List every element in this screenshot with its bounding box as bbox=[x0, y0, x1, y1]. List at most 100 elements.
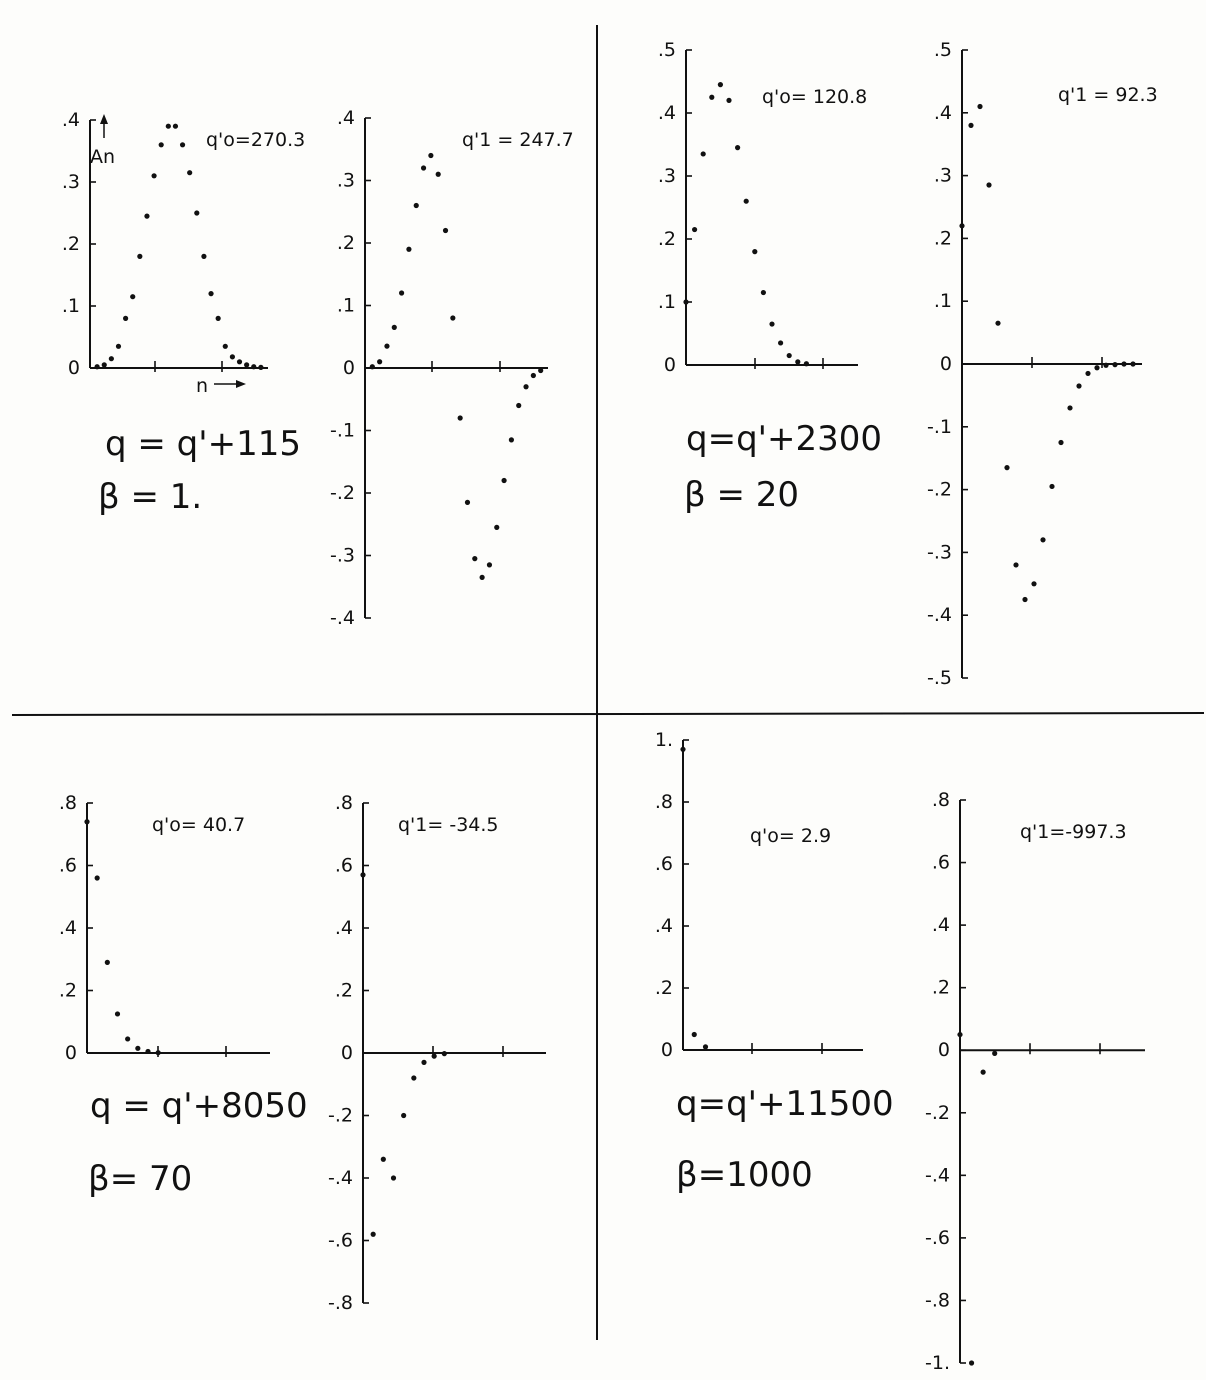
data-point bbox=[957, 1031, 963, 1038]
y-tick-label: 0 bbox=[65, 1042, 77, 1064]
data-point bbox=[992, 1050, 998, 1056]
chart-q1-beta-1000: -1. -.8 -.6 -.4 -.2 0 .2 .4 .6 .8 q'1=-997.3 bbox=[925, 789, 1145, 1374]
y-tick-label: -.2 bbox=[927, 479, 952, 501]
y-tick-label: .3 bbox=[62, 171, 80, 193]
y-tick-label: -.6 bbox=[925, 1227, 950, 1249]
y-tick-label: -.2 bbox=[925, 1102, 950, 1124]
equation-label: q=q'+11500 bbox=[676, 1084, 894, 1124]
data-point bbox=[441, 1051, 447, 1057]
data-point bbox=[108, 356, 114, 362]
y-tick-label: -1. bbox=[925, 1352, 950, 1374]
y-tick-label: 0 bbox=[68, 357, 80, 379]
data-point bbox=[743, 198, 749, 204]
data-point bbox=[165, 123, 171, 129]
y-tick-label: -.5 bbox=[927, 667, 952, 689]
data-point bbox=[1103, 362, 1109, 368]
y-tick-label: .2 bbox=[658, 228, 676, 250]
data-point bbox=[986, 182, 992, 188]
data-point bbox=[1004, 465, 1010, 471]
data-point bbox=[360, 872, 366, 878]
data-point bbox=[501, 477, 507, 484]
y-tick-label: .3 bbox=[658, 165, 676, 187]
data-point bbox=[538, 367, 544, 374]
panel-bottom-left: 0 .2 .4 .6 .8 q'o= 40.7 -.8 -.6 -.4 -.2 0 .2 .4 .6 .8… bbox=[59, 792, 546, 1314]
x-axis-name: n bbox=[196, 375, 208, 397]
data-point bbox=[995, 320, 1001, 326]
data-point bbox=[399, 290, 405, 296]
y-tick-label: -.8 bbox=[328, 1292, 353, 1314]
data-point bbox=[494, 524, 500, 530]
data-point bbox=[201, 253, 207, 259]
data-point bbox=[486, 562, 493, 568]
data-point bbox=[115, 343, 122, 349]
data-point bbox=[369, 364, 375, 370]
data-point bbox=[1085, 370, 1091, 377]
chart-q0-beta-1000: 0 .2 .4 .6 .8 1. q'o= 2.9 bbox=[655, 729, 863, 1061]
data-point bbox=[523, 384, 529, 390]
data-point bbox=[258, 364, 264, 370]
data-point bbox=[959, 223, 965, 229]
y-tick-label: -.2 bbox=[328, 1105, 353, 1127]
data-point bbox=[702, 1044, 709, 1050]
data-point bbox=[137, 253, 143, 259]
y-tick-label: .4 bbox=[62, 109, 80, 131]
data-point bbox=[980, 1069, 986, 1075]
y-tick-label: .2 bbox=[335, 980, 353, 1002]
data-point bbox=[700, 151, 706, 157]
beta-label: β= 70 bbox=[88, 1159, 192, 1199]
data-point bbox=[530, 372, 536, 379]
data-point bbox=[464, 499, 471, 505]
data-point bbox=[145, 1048, 151, 1055]
y-tick-label: .1 bbox=[337, 295, 355, 317]
y-tick-label: -.3 bbox=[330, 545, 355, 567]
beta-label: β = 1. bbox=[98, 477, 202, 517]
y-tick-label: .4 bbox=[335, 917, 353, 939]
data-point bbox=[472, 556, 478, 562]
data-point bbox=[795, 359, 801, 365]
data-point bbox=[158, 142, 164, 148]
data-point bbox=[735, 145, 741, 151]
data-point bbox=[431, 1053, 437, 1059]
data-point bbox=[508, 437, 514, 443]
chart-title: q'1= -34.5 bbox=[398, 814, 499, 836]
data-point bbox=[717, 82, 724, 88]
y-tick-label: .3 bbox=[337, 170, 355, 192]
y-tick-label: .1 bbox=[658, 291, 676, 313]
y-tick-label: .6 bbox=[335, 855, 353, 877]
y-tick-label: 0 bbox=[940, 353, 952, 375]
data-point bbox=[680, 746, 686, 752]
y-tick-label: .2 bbox=[337, 232, 355, 254]
y-tick-label: 1. bbox=[655, 729, 673, 751]
data-point bbox=[457, 415, 463, 421]
chart-title: q'o=270.3 bbox=[206, 129, 305, 151]
data-point bbox=[123, 315, 129, 321]
beta-label: β = 20 bbox=[684, 475, 799, 515]
data-point bbox=[1130, 361, 1136, 367]
data-point bbox=[125, 1036, 131, 1042]
y-tick-label: .6 bbox=[932, 852, 950, 874]
data-point bbox=[479, 574, 485, 580]
y-tick-label: .5 bbox=[658, 39, 676, 61]
y-tick-label: -.6 bbox=[328, 1230, 353, 1252]
data-point bbox=[251, 364, 257, 370]
y-tick-label: .2 bbox=[62, 233, 80, 255]
beta-label: β=1000 bbox=[676, 1155, 813, 1195]
chart-title: q'o= 40.7 bbox=[152, 814, 245, 836]
data-point bbox=[194, 210, 200, 216]
data-point bbox=[692, 226, 698, 233]
data-point bbox=[104, 959, 110, 965]
data-point bbox=[244, 362, 250, 368]
chart-q0-beta-20: 0 .1 .2 .3 .4 .5 q'o= 120.8 bbox=[658, 39, 867, 376]
data-point bbox=[236, 359, 243, 365]
y-tick-label: -.8 bbox=[925, 1289, 950, 1311]
data-point bbox=[709, 94, 715, 100]
y-tick-label: 0 bbox=[343, 357, 355, 379]
data-point bbox=[691, 1031, 697, 1038]
data-point bbox=[450, 315, 456, 321]
chart-title: q'o= 120.8 bbox=[762, 86, 867, 108]
y-tick-label: .2 bbox=[934, 227, 952, 249]
panel-top-right: 0 .1 .2 .3 .4 .5 q'o= 120.8 -.5 -.4 -.3 -.2 -.1 0 .1… bbox=[658, 39, 1158, 689]
data-point bbox=[977, 103, 983, 110]
data-point bbox=[769, 321, 775, 327]
y-tick-label: .4 bbox=[59, 917, 77, 939]
